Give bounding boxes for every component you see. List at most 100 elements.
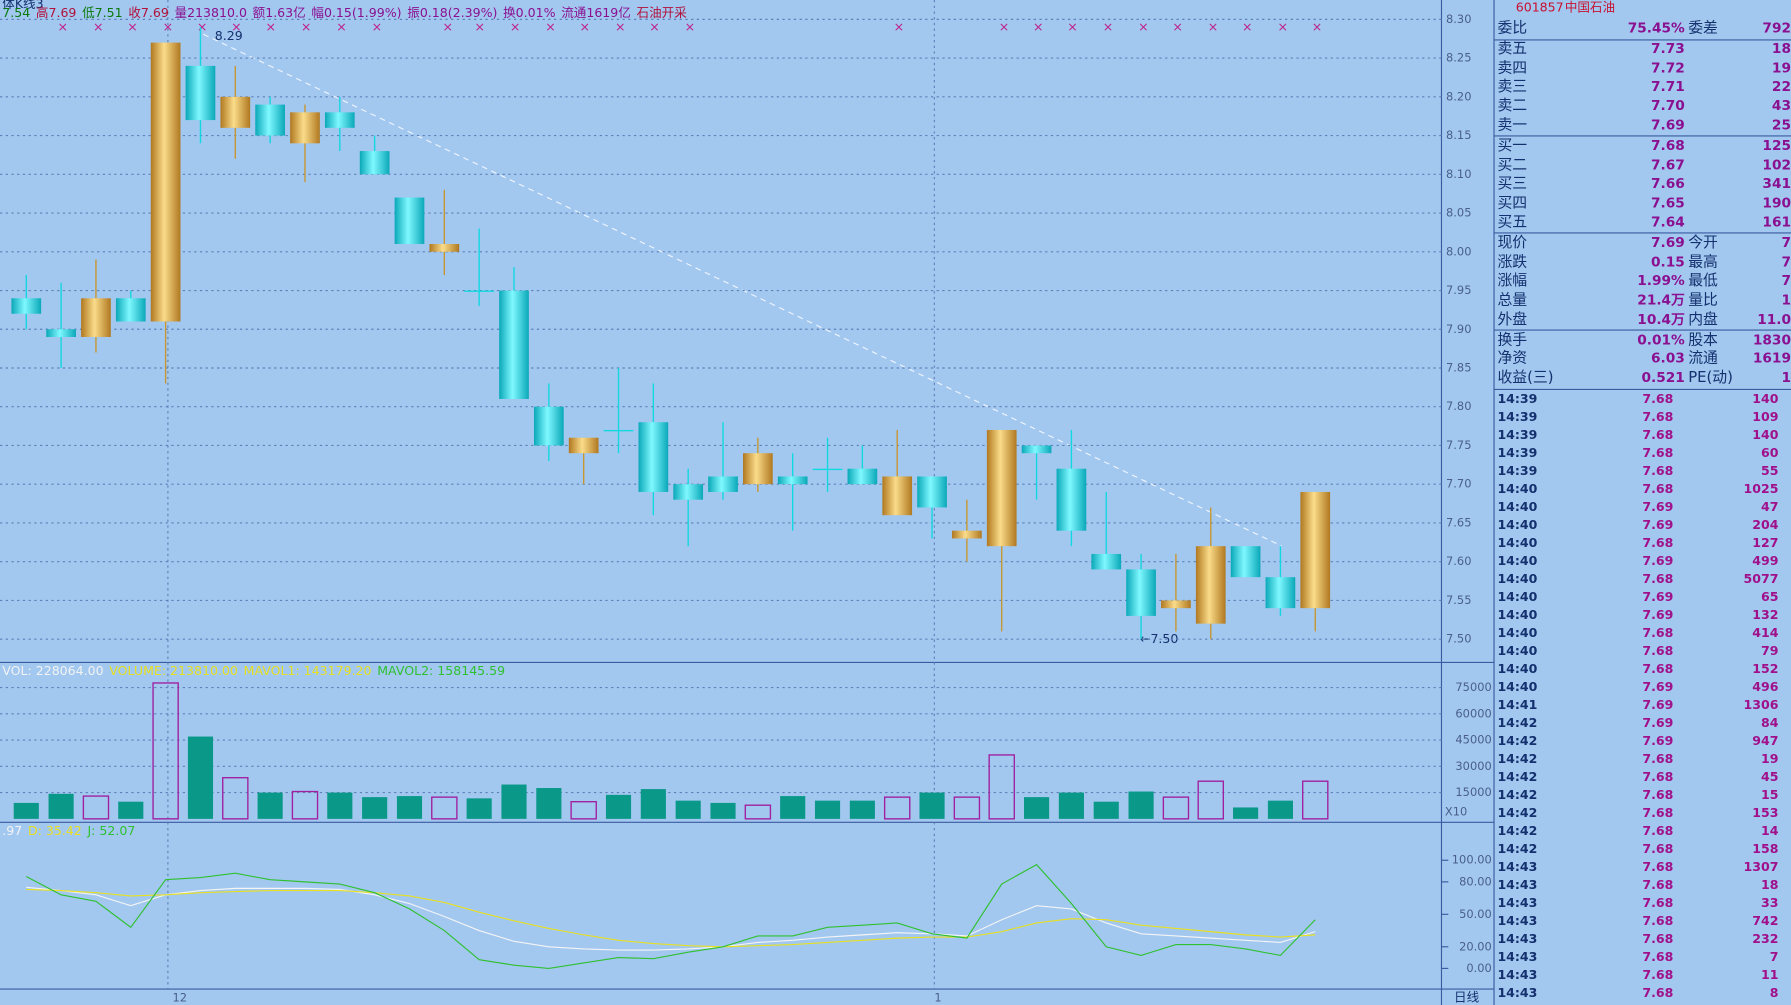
tick-price: 7.68 [1642,535,1673,550]
volume-bar [82,795,110,820]
tick-volume: 15 [1761,787,1778,802]
header-item: 量213810.0 [175,5,247,20]
candle-body [708,476,738,492]
volume-bar [953,796,981,820]
book-label: 收益(三) [1497,369,1553,386]
tick-volume: 60 [1761,445,1779,460]
low-note: ←7.50 [1140,631,1178,646]
volume-bar [222,777,249,820]
tick-time: 14:43 [1497,949,1537,964]
marker: × [1103,19,1114,34]
volume-bar [814,800,841,819]
chart-title: 体K线3 [2,0,43,11]
candle-body [847,468,878,485]
marker: × [1277,19,1288,34]
marker: × [1138,19,1149,34]
marker: × [1172,19,1183,34]
tick-time: 14:40 [1497,625,1537,640]
header-item: 幅0.15(1.99%) [311,5,401,20]
candle-body [115,298,146,322]
tick-time: 14:39 [1497,445,1537,460]
book-label: 买四 [1497,194,1527,211]
book-label: 涨跌 [1497,254,1527,271]
tick-time: 14:42 [1497,823,1537,838]
header-item: 高7.69 [36,5,77,20]
tick-time: 14:43 [1497,913,1537,928]
tick-price: 7.68 [1642,643,1673,658]
book-label: 委比 [1497,20,1527,37]
volume-bar [1197,780,1225,820]
tick-volume: 109 [1752,409,1778,424]
book-value: 21.4万 [1637,292,1685,308]
y-tick-label: 7.85 [1446,360,1471,374]
period-tab[interactable]: 日线 [1454,990,1480,1005]
book-label: 换手 [1497,331,1527,348]
volume-bar [988,754,1015,820]
tick-price: 7.69 [1642,499,1673,514]
marker: × [580,19,591,34]
tick-time: 14:40 [1497,607,1537,622]
book-volume: 22 [1772,79,1791,95]
book-label: 买二 [1497,157,1527,174]
tick-time: 14:42 [1497,715,1537,730]
tick-volume: 232 [1752,931,1778,946]
book-value: 7.67 [1651,158,1685,174]
y-tick-label: 8.15 [1446,128,1471,142]
book-volume: 19 [1772,61,1791,77]
marker: × [231,19,242,34]
candle-body [743,453,773,485]
tick-volume: 14 [1761,823,1779,838]
book-volume: 7 [1781,235,1791,251]
book-label: 最高 [1688,254,1718,271]
y-tick-label: 7.50 [1446,632,1471,646]
candle-body [1021,445,1052,454]
book-value: 7.65 [1651,195,1685,211]
header-item: D: 35.42 [28,823,82,838]
tick-time: 14:40 [1497,499,1537,514]
tick-volume: 33 [1761,895,1778,910]
volume-bar [187,736,214,819]
volume-bar [570,801,597,820]
book-value: 75.45% [1628,21,1685,37]
marker: × [894,19,905,34]
y-tick-label: 80.00 [1459,874,1492,888]
tick-time: 14:40 [1497,643,1537,658]
tick-volume: 1307 [1744,859,1779,874]
header-item: .97 [2,823,22,838]
x-label: 1 [934,991,941,1005]
marker: × [1242,19,1253,34]
book-label: 卖五 [1497,40,1527,57]
stock-name: 中国石油 [1565,0,1615,14]
book-volume: 341 [1762,176,1791,192]
y-tick-label: 7.95 [1446,283,1471,297]
candle-body [499,290,529,399]
tick-time: 14:39 [1497,427,1537,442]
tick-price: 7.68 [1642,625,1673,640]
volume-bar [118,801,144,819]
tick-price: 7.69 [1642,697,1673,712]
header-item: 石油开采 [637,5,688,20]
tick-time: 14:40 [1497,535,1537,550]
tick-price: 7.68 [1642,841,1673,856]
book-label: 内盘 [1688,310,1718,328]
tick-time: 14:42 [1497,751,1537,766]
marker: × [372,19,383,34]
book-label: 量比 [1688,291,1718,308]
volume-bar [291,790,319,820]
tick-time: 14:42 [1497,733,1537,748]
tick-volume: 153 [1752,805,1778,820]
candle-body [777,476,808,485]
y-tick-label: 100.00 [1452,853,1492,867]
book-volume: 11.0 [1757,312,1791,328]
volume-bar [919,792,945,819]
candle-body [986,429,1017,547]
volume-bar [48,793,74,819]
y-tick-label: 30000 [1455,759,1491,773]
tick-volume: 45 [1761,769,1778,784]
x-label: 12 [172,991,187,1005]
volume-bar [744,804,772,820]
candle-body [673,484,704,500]
tick-volume: 8 [1770,985,1779,1000]
book-value: 0.521 [1641,370,1684,386]
tick-price: 7.68 [1642,985,1673,1000]
